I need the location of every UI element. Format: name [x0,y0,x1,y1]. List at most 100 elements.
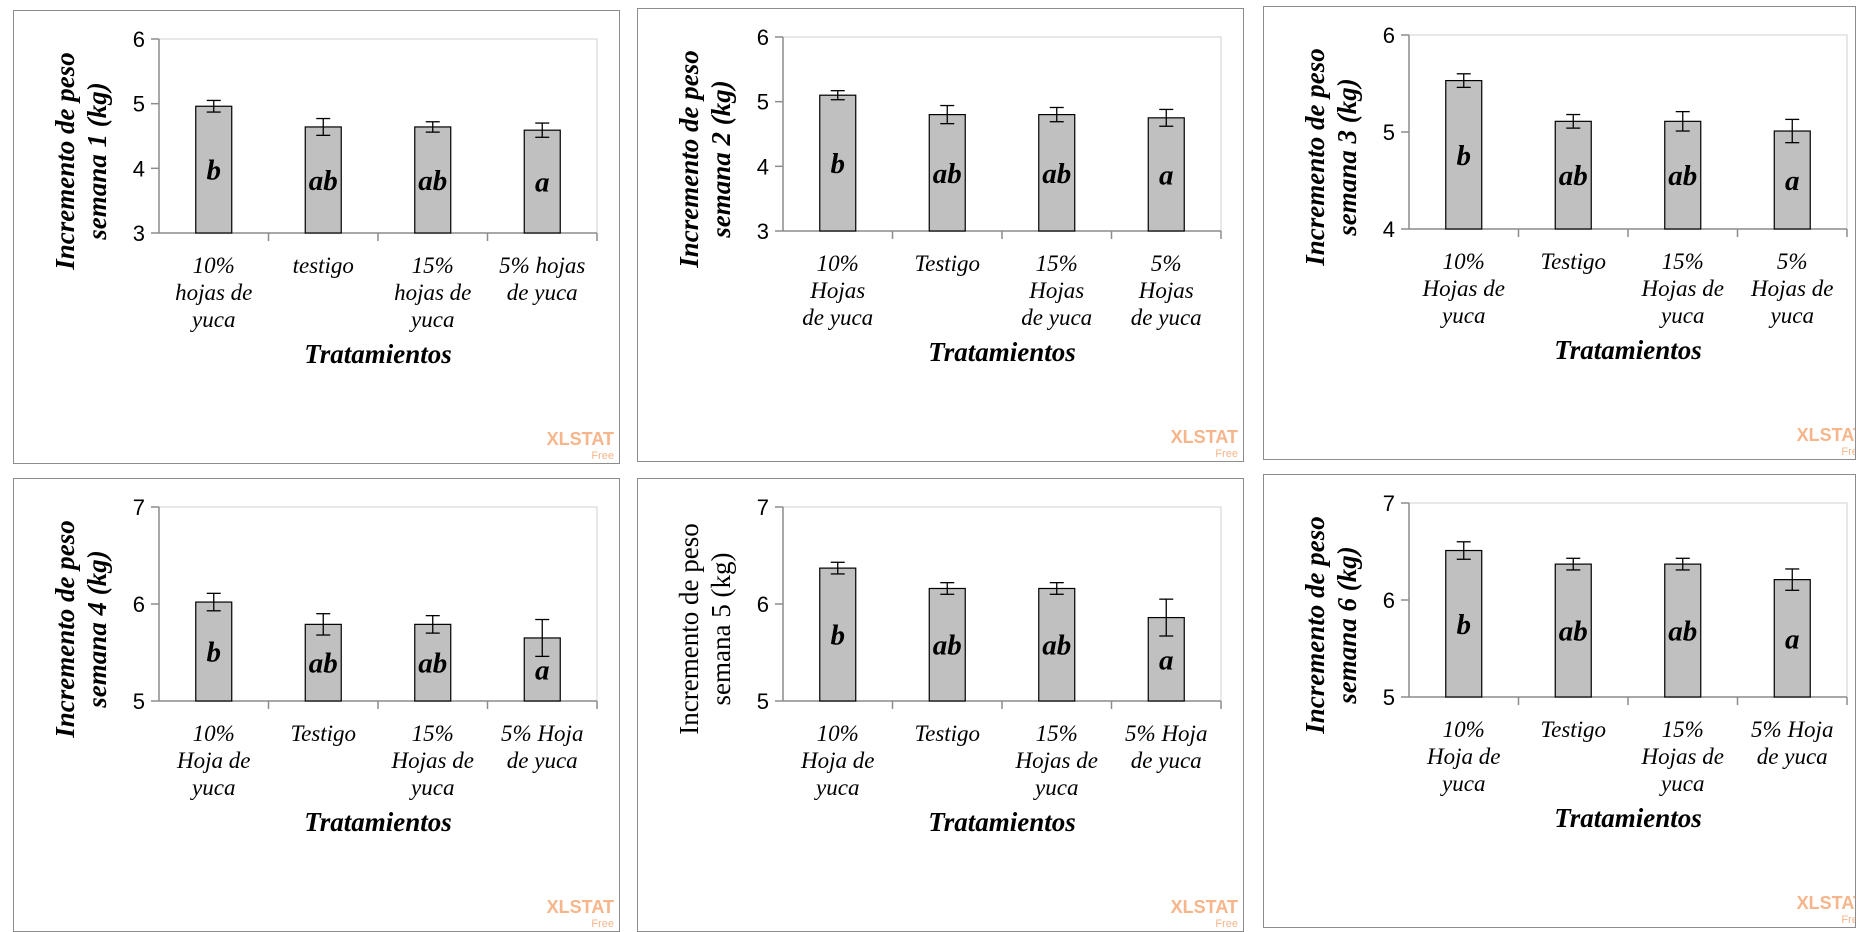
y-axis-title: Incremento de pesosemana 5 (kg) [674,523,736,734]
category-label: 15% Hojas de yuca [1021,251,1092,330]
significance-letter: b [207,155,222,187]
y-tick-label: 7 [1383,491,1395,516]
category-label: Testigo [1540,717,1606,742]
category-label: 5% Hojas de yuca [1750,249,1833,328]
category-label: 10% Hoja de yuca [1426,717,1500,796]
category-label-line: Hojas de [1641,744,1724,769]
y-axis-title-line: semana 3 (kg) [1332,78,1362,237]
bar [1554,563,1592,698]
bar [414,126,452,234]
category-label-line: 5% Hoja [501,721,583,746]
y-axis-title: Incremento de pesosemana 3 (kg) [1300,48,1362,266]
significance-letter: ab [1668,160,1697,192]
chart-panel-5: 5 6 7 b 10% Hoja de yuca ab Testigo ab 15% Hojas de… [637,478,1244,932]
y-axis-title-line: semana 5 (kg) [706,553,736,706]
watermark-tier: Free [591,918,614,930]
category-label-line: yuca [814,775,859,800]
significance-letter: ab [309,648,338,680]
bar [414,623,452,702]
category-label-line: Hoja de [176,748,250,773]
category-label-line: 15% [412,721,454,746]
category-label-line: 5% [1777,249,1808,274]
watermark-brand: XLSTAT [1797,425,1856,445]
category-label-line: testigo [293,253,354,278]
y-axis-title: Incremento de pesosemana 1 (kg) [50,52,112,270]
bar [1147,117,1185,232]
y-tick-label: 7 [133,495,145,520]
chart-panel-1: 3 4 5 6 b 10% hojas de yuca ab testigo ab 15% hojas … [13,10,620,464]
category-label-line: yuca [1033,775,1078,800]
significance-letter: ab [933,630,962,662]
category-label: 10% hojas de yuca [175,253,252,332]
chart-panel-2: 3 4 5 6 b 10% Hojas de yuca ab Testigo ab 15% Hojas d… [637,8,1244,462]
category-label-line: 10% [193,721,235,746]
chart-panel-6: 5 6 7 b 10% Hoja de yuca ab Testigo ab 15% Hojas de… [1263,474,1856,928]
category-label: 10% Hojas de yuca [1422,249,1505,328]
y-axis-title-line: semana 1 (kg) [82,82,112,241]
y-tick-label: 7 [757,495,769,520]
significance-letter: ab [1042,630,1071,662]
category-label-line: hojas de [175,280,252,305]
category-label-line: Testigo [1540,717,1606,742]
watermark-tier: Free [1841,446,1856,458]
significance-letter: a [1159,644,1174,676]
y-tick-label: 6 [133,592,145,617]
category-label-line: Hoja de [800,748,874,773]
significance-letter: ab [418,648,447,680]
y-axis-title: Incremento de pesosemana 2 (kg) [674,50,736,268]
category-label-line: Testigo [914,251,980,276]
bar [1038,587,1076,702]
category-label-line: 10% [1443,249,1485,274]
y-tick-label: 4 [1383,217,1395,242]
category-label: 5% Hojas de yuca [1131,251,1202,330]
category-label-line: Hoja de [1426,744,1500,769]
y-tick-label: 5 [757,689,769,714]
bar [1445,79,1483,230]
chart-panel-3: 4 5 6 b 10% Hojas de yuca ab Testigo ab 15% Hojas d… [1263,6,1856,460]
category-label-line: de yuca [802,305,873,330]
category-label: Testigo [1540,249,1606,274]
category-label-line: yuca [1659,771,1704,796]
category-label-line: yuca [1769,303,1814,328]
x-axis-title: Tratamientos [1554,335,1702,365]
y-tick-label: 3 [757,219,769,244]
category-label: 15% Hojas de yuca [1641,717,1724,796]
y-tick-label: 6 [757,592,769,617]
bar [1773,130,1811,230]
y-axis-title-line: Incremento de peso [1300,48,1330,266]
category-label: 10% Hojas de yuca [802,251,873,330]
significance-letter: ab [933,158,962,190]
x-axis-title: Tratamientos [304,339,452,369]
y-axis-title: Incremento de pesosemana 4 (kg) [50,520,112,738]
y-tick-label: 6 [1383,23,1395,48]
watermark-brand: XLSTAT [547,897,614,917]
watermark-tier: Free [1215,918,1238,930]
category-label-line: Testigo [290,721,356,746]
significance-letter: a [1785,165,1800,197]
category-label-line: 5% hojas [499,253,585,278]
y-tick-label: 5 [1383,120,1395,145]
y-tick-label: 6 [757,25,769,50]
significance-letter: a [1159,159,1174,191]
category-label-line: de yuca [1131,305,1202,330]
bar [1664,563,1702,698]
bar [1038,113,1076,232]
y-axis-title-line: Incremento de peso [50,52,80,270]
category-label-line: de yuca [1021,305,1092,330]
category-label-line: yuca [190,775,235,800]
significance-letter: ab [1668,616,1697,648]
y-tick-label: 5 [133,92,145,117]
category-label-line: 5% [1151,251,1182,276]
significance-letter: ab [309,165,338,197]
category-label: 5% Hoja de yuca [1751,717,1833,769]
category-label: 15% Hojas de yuca [1015,721,1098,800]
category-label-line: Hojas [1138,278,1194,303]
category-label-line: Hojas de [1750,276,1833,301]
y-tick-label: 6 [133,27,145,52]
significance-letter: a [535,654,550,686]
category-label-line: de yuca [507,280,578,305]
significance-letter: b [207,637,222,669]
category-label-line: yuca [1440,303,1485,328]
